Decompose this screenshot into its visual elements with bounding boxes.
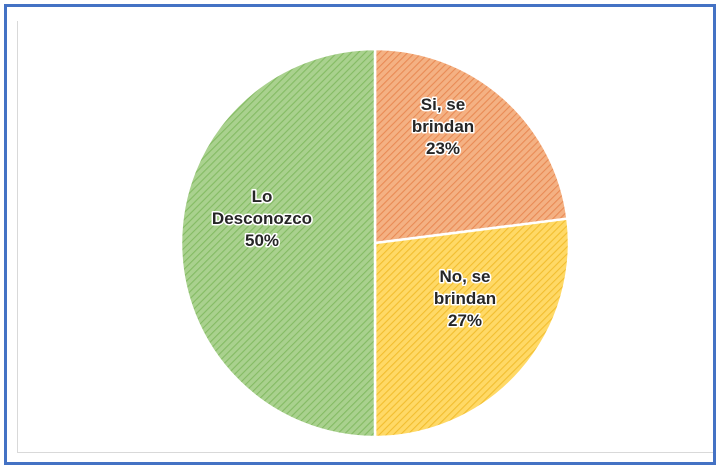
- pie-labels: Si, se brindan 23% No, se brindan 27% Lo Descon…: [210, 94, 497, 332]
- slice-percent: 23%: [426, 139, 460, 158]
- slice-label: Lo Desconozco 50%: [212, 187, 312, 250]
- slice-category-text: No, se: [439, 267, 490, 286]
- slice-category-text: Desconozco: [212, 209, 312, 228]
- slice-percent: 27%: [448, 311, 482, 330]
- bottom-divider: [17, 452, 713, 453]
- slice-category-text: brindan: [434, 289, 496, 308]
- slice-category-text: brindan: [412, 117, 474, 136]
- slice-percent: 50%: [245, 231, 279, 250]
- slice-category-text: Lo: [252, 187, 273, 206]
- left-divider: [17, 21, 18, 453]
- slice-label: Si, se brindan 23%: [412, 95, 474, 158]
- pie-slice-si-se-brindan: [373, 47, 569, 245]
- slice-label: No, se brindan 27%: [434, 267, 496, 330]
- pie-slice-lo-desconozco: [179, 47, 377, 439]
- pie-slices: [179, 47, 571, 439]
- slice-category-text: Si, se: [421, 95, 465, 114]
- pie-slice-no-se-brindan: [373, 217, 571, 439]
